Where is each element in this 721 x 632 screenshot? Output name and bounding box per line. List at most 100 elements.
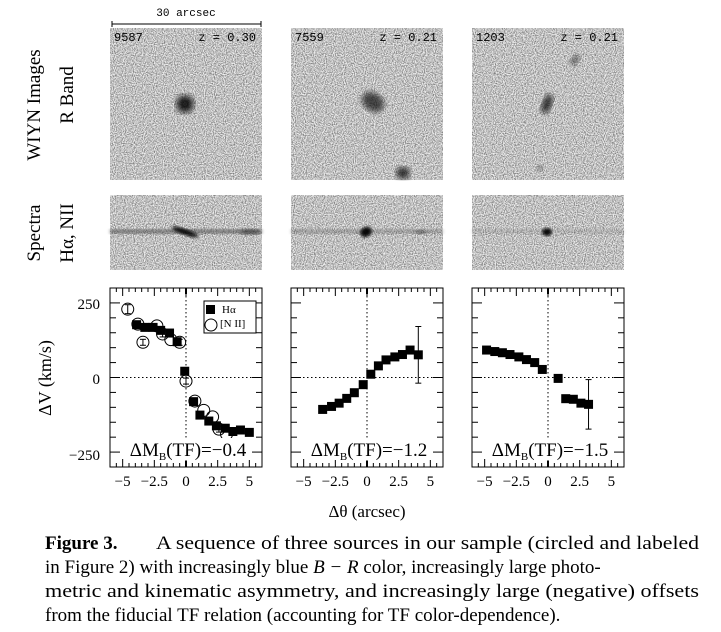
halpha-point <box>490 347 500 357</box>
r-band-image-1203: 1203 z = 0.21 <box>472 28 624 180</box>
redshift-label: z = 0.30 <box>198 31 256 45</box>
halpha-point <box>584 399 594 409</box>
halpha-point <box>220 423 230 433</box>
x-tick-label: −2.5 <box>141 474 168 490</box>
redshift-label: z = 0.21 <box>560 31 618 45</box>
x-tick-label: −5 <box>115 474 131 490</box>
halpha-point <box>413 350 423 360</box>
halpha-point <box>561 394 571 404</box>
halpha-point <box>390 352 400 362</box>
halpha-point <box>553 373 563 383</box>
nii-point <box>121 302 135 316</box>
halpha-point <box>497 348 507 358</box>
x-tick-label: −5 <box>296 474 312 490</box>
x-axis-label: Δθ (arcsec) <box>328 502 405 521</box>
legend: Hα [N II] <box>203 300 257 334</box>
legend-halpha-marker <box>206 305 215 314</box>
scale-bar: 30 arcsec <box>111 8 262 27</box>
x-tick-label: −5 <box>477 474 493 490</box>
scale-bar-label: 30 arcsec <box>156 8 215 20</box>
caption-line: A sequence of three sources in our sampl… <box>156 533 700 554</box>
x-tick-label: 2.5 <box>389 474 408 490</box>
figure-caption: Figure 3. A sequence of three sources in… <box>45 533 700 626</box>
halpha-point <box>514 352 524 362</box>
halpha-point <box>482 345 492 355</box>
caption-text: color, increasingly large photo- <box>359 557 601 578</box>
row-label-wiyn-images: WIYN Images <box>24 49 45 160</box>
x-tick-label: 0 <box>182 474 190 490</box>
nii-point <box>188 394 202 408</box>
caption-label: Figure 3. <box>45 533 117 554</box>
halpha-point <box>244 427 254 437</box>
halpha-point <box>397 350 407 360</box>
velocity-plot-9587: −5 −2.5 0 2.5 5 ΔMB(TF)=−0.4 Hα [N II] <box>109 287 263 490</box>
halpha-point <box>318 404 328 414</box>
halpha-point <box>180 366 190 376</box>
row-label-r-band: R Band <box>57 66 78 124</box>
halpha-point <box>148 322 158 332</box>
x-tick-label: 2.5 <box>208 474 227 490</box>
tf-offset-label: ΔMB(TF)=−1.2 <box>311 440 427 463</box>
y-tick-label: 250 <box>78 297 101 313</box>
tf-offset-label: ΔMB(TF)=−1.5 <box>492 440 608 463</box>
halpha-point <box>366 369 376 379</box>
caption-line: from the fiducial TF relation (accountin… <box>45 605 560 626</box>
x-tick-label: 0 <box>363 474 371 490</box>
halpha-point <box>189 397 199 407</box>
halpha-point <box>342 393 352 403</box>
halpha-point <box>195 410 205 420</box>
halpha-point <box>165 328 175 338</box>
halpha-point <box>211 421 221 431</box>
legend-nii-label: [N II] <box>220 318 245 330</box>
caption-math: B − R <box>313 557 359 578</box>
halpha-point <box>576 398 586 408</box>
halpha-point <box>228 426 238 436</box>
halpha-point <box>505 350 515 360</box>
tf-offset-label: ΔMB(TF)=−0.4 <box>130 440 247 463</box>
r-band-image-7559: 7559 z = 0.21 <box>291 28 443 180</box>
halpha-point <box>204 416 214 426</box>
halpha-point <box>235 425 245 435</box>
x-tick-label: 0 <box>544 474 552 490</box>
redshift-label: z = 0.21 <box>379 31 437 45</box>
caption-line: in Figure 2) with increasingly blue B − … <box>45 557 601 578</box>
row-label-spectra: Spectra <box>24 204 45 262</box>
legend-halpha-label: Hα <box>222 304 236 316</box>
spectrum-image-9587 <box>110 195 262 270</box>
caption-line: metric and kinematic asymmetry, and incr… <box>45 581 699 602</box>
halpha-point <box>405 345 415 355</box>
halpha-point <box>156 325 166 335</box>
halpha-point <box>140 322 150 332</box>
spectrum-image-1203 <box>472 195 624 270</box>
x-tick-label: 5 <box>246 474 254 490</box>
caption-text: in Figure 2) with increasingly blue <box>45 557 313 578</box>
object-id: 9587 <box>114 31 143 45</box>
x-tick-label: −2.5 <box>322 474 349 490</box>
halpha-point <box>530 358 540 368</box>
halpha-point <box>172 337 182 347</box>
halpha-point <box>358 380 368 390</box>
y-tick-label: 0 <box>93 372 101 388</box>
x-tick-label: 5 <box>608 474 616 490</box>
halpha-point <box>568 394 578 404</box>
halpha-point <box>373 361 383 371</box>
object-id: 1203 <box>476 31 505 45</box>
halpha-point <box>132 320 142 330</box>
legend-nii-marker <box>204 318 218 332</box>
halpha-point <box>327 401 337 411</box>
halpha-point <box>349 388 359 398</box>
object-id: 7559 <box>295 31 324 45</box>
nii-point <box>136 335 150 349</box>
spectrum-image-7559 <box>291 195 443 270</box>
halpha-point <box>334 398 344 408</box>
x-tick-label: 5 <box>427 474 435 490</box>
halpha-point <box>381 355 391 365</box>
y-axis-label: ΔV (km/s) <box>35 340 56 416</box>
halpha-point <box>537 364 547 374</box>
r-band-image-9587: 9587 z = 0.30 <box>110 28 262 180</box>
halpha-point <box>521 355 531 365</box>
x-tick-label: −2.5 <box>503 474 530 490</box>
row-label-halpha-nii: Hα, NII <box>57 203 78 263</box>
